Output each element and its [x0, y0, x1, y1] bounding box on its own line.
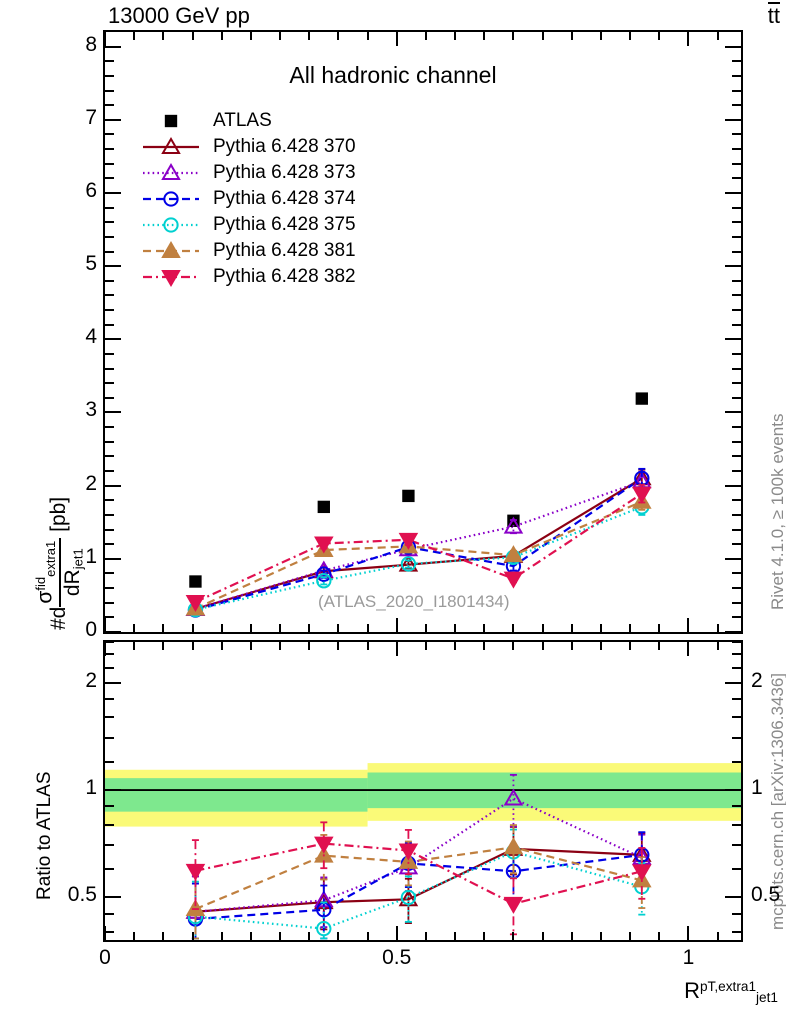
legend-label: Pythia 6.428 375	[213, 214, 356, 235]
series-line	[195, 505, 643, 611]
extra1-subscript: extra1	[43, 540, 59, 577]
legend-item[interactable]: Pythia 6.428 382	[143, 264, 356, 290]
dR-text: dR	[60, 569, 84, 597]
y-tick-label: 5	[85, 252, 97, 276]
ratio-y-tick-label: 2	[85, 668, 97, 692]
legend-marker	[143, 238, 199, 264]
legend-item[interactable]: Pythia 6.428 374	[143, 186, 356, 212]
y-axis-prefix: #d	[47, 606, 71, 630]
y-tick-label: 7	[85, 105, 97, 129]
x-axis-superscript: pT,extra1	[699, 979, 757, 995]
legend-label: Pythia 6.428 373	[213, 162, 356, 183]
jet1-subscript: jet1	[70, 548, 86, 570]
y-tick-label: 2	[85, 471, 97, 495]
main-plot-canvas	[185, 392, 652, 618]
y-axis-fraction: σfidextra1 dRjet1	[33, 537, 86, 607]
y-tick-label: 4	[85, 325, 97, 349]
ratio-series-line	[195, 846, 643, 911]
x-axis-subscript: jet1	[756, 989, 778, 1005]
legend-marker	[143, 134, 199, 160]
legend-item[interactable]: Pythia 6.428 370	[143, 134, 356, 160]
analysis-watermark: (ATLAS_2020_I1801434)	[318, 592, 510, 611]
uncertainty-band-inner	[105, 778, 368, 812]
sigma-glyph: σ	[33, 590, 57, 604]
fid-superscript: fid	[33, 576, 48, 591]
x-axis-base: R	[684, 978, 700, 1003]
y-tick-label: 3	[85, 398, 97, 422]
y-axis-label: #d σfidextra1 dRjet1 [pb]	[33, 496, 86, 630]
process-label-text: tt	[767, 2, 780, 28]
process-label: tt	[767, 2, 780, 29]
legend-item[interactable]: Pythia 6.428 375	[143, 212, 356, 238]
legend-item[interactable]: ATLAS	[143, 108, 356, 134]
beam-energy-label: 13000 GeV pp	[108, 3, 250, 28]
legend: ATLAS Pythia 6.428 370 Pythia 6.428 373 Pyt…	[143, 108, 356, 290]
rivet-version-label: Rivet 4.1.0, ≥ 100k events	[768, 413, 786, 610]
legend-label: Pythia 6.428 370	[213, 136, 356, 157]
legend-item[interactable]: Pythia 6.428 381	[143, 238, 356, 264]
legend-item[interactable]: Pythia 6.428 373	[143, 160, 356, 186]
legend-label: Pythia 6.428 382	[213, 266, 356, 287]
x-tick-label: 0	[99, 946, 111, 969]
ratio-series-line	[195, 853, 642, 921]
legend-marker	[143, 160, 199, 186]
legend-label: Pythia 6.428 381	[213, 240, 356, 261]
legend-marker	[143, 264, 199, 290]
channel-title: All hadronic channel	[289, 62, 497, 88]
x-tick-label: 1	[682, 946, 695, 969]
y-axis-denominator: dRjet1	[60, 538, 86, 607]
ratio-y-axis-label: Ratio to ATLAS	[34, 771, 55, 901]
x-axis-label: RpT,extra1jet1	[684, 978, 778, 1005]
y-tick-label: 8	[85, 32, 97, 56]
legend-marker	[143, 212, 199, 238]
legend-label: Pythia 6.428 374	[213, 188, 356, 209]
legend-marker	[143, 108, 199, 134]
y-axis-numerator: σfidextra1	[33, 537, 61, 607]
x-tick-label: 0.5	[382, 946, 412, 969]
ratio-plot-canvas	[105, 763, 741, 940]
ratio-plot-frame	[103, 640, 743, 942]
legend-marker	[143, 186, 199, 212]
main-plot-frame	[103, 30, 743, 634]
mcplots-reference-label: mcplots.cern.ch [arXiv:1306.3436]	[768, 672, 786, 930]
y-tick-label: 6	[85, 178, 97, 202]
y-axis-units: [pb]	[47, 496, 71, 532]
legend-label: ATLAS	[213, 110, 272, 131]
